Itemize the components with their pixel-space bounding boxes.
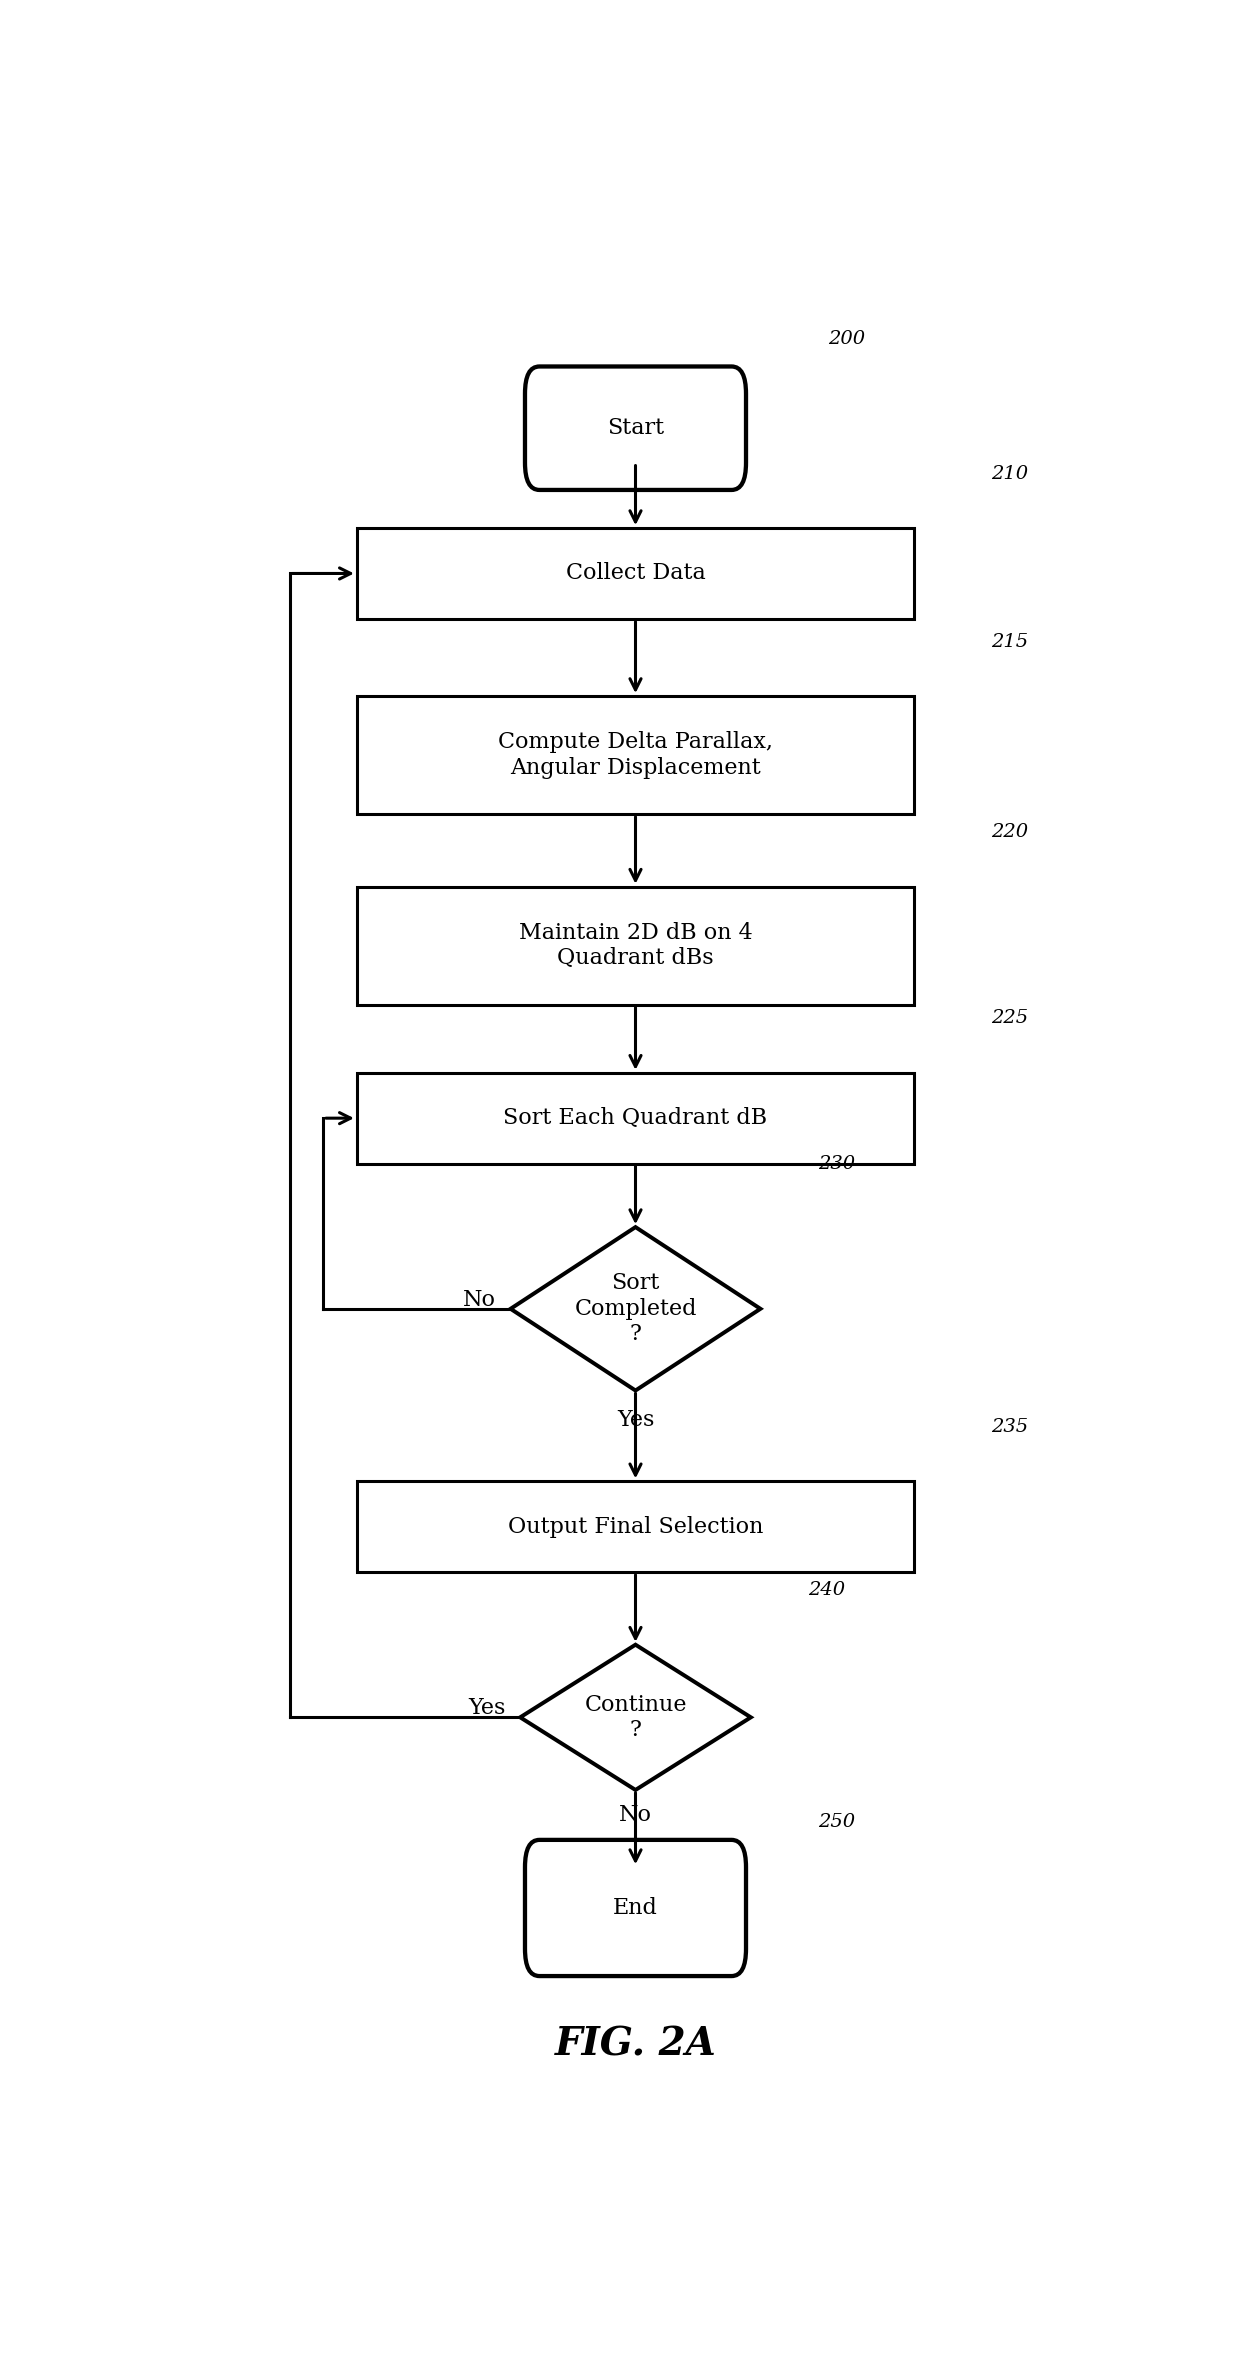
Text: Output Final Selection: Output Final Selection [508,1516,763,1537]
Text: FIG. 2A: FIG. 2A [554,2026,717,2063]
Text: End: End [613,1896,658,1919]
Text: Start: Start [606,417,665,439]
Text: Maintain 2D dB on 4
Quadrant dBs: Maintain 2D dB on 4 Quadrant dBs [518,922,753,969]
Text: No: No [619,1804,652,1827]
Text: 200: 200 [828,330,864,349]
Text: Sort
Completed
?: Sort Completed ? [574,1273,697,1344]
Text: Continue
?: Continue ? [584,1693,687,1740]
Text: 235: 235 [991,1417,1028,1436]
Text: 220: 220 [991,823,1028,842]
Text: 215: 215 [991,632,1028,651]
Text: Compute Delta Parallax,
Angular Displacement: Compute Delta Parallax, Angular Displace… [498,731,773,778]
Text: 250: 250 [818,1813,856,1830]
Text: No: No [464,1290,496,1311]
Text: Collect Data: Collect Data [565,564,706,585]
Text: Sort Each Quadrant dB: Sort Each Quadrant dB [503,1108,768,1129]
Text: 230: 230 [818,1155,856,1172]
Text: Yes: Yes [469,1698,506,1719]
Text: Yes: Yes [616,1408,655,1431]
Text: 225: 225 [991,1009,1028,1028]
Text: 240: 240 [808,1582,846,1599]
Text: 210: 210 [991,465,1028,483]
